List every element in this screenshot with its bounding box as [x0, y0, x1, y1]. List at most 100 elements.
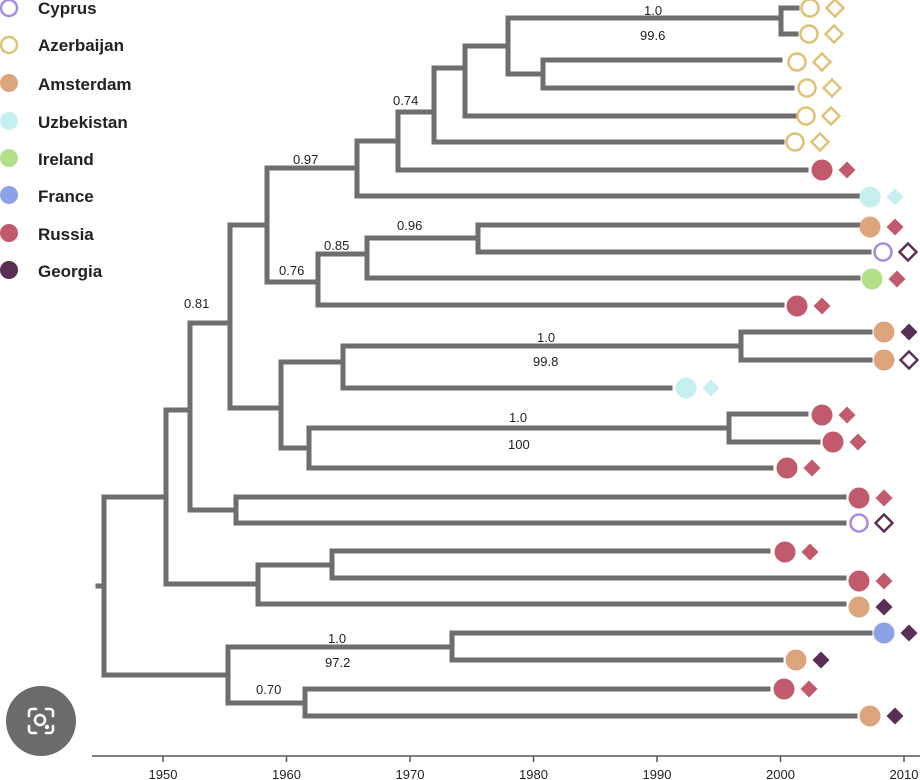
- axis-tick-label: 1970: [396, 767, 425, 780]
- tip-11: [861, 268, 906, 290]
- tip-diamond-russia: [849, 433, 867, 451]
- tip-circle-russia: [848, 487, 870, 509]
- branch-node-g: [431, 65, 785, 145]
- tip-diamond-azerbaijan: [823, 23, 845, 45]
- branch-node-c: [227, 222, 284, 411]
- branch-node-t: [233, 494, 847, 526]
- branch-node-x: [449, 630, 873, 663]
- branch-node-h: [462, 43, 797, 119]
- legend-label-azerbaijan: Azerbaijan: [38, 36, 124, 55]
- tip-diamond-azerbaijan: [820, 105, 842, 127]
- branch-node-v: [329, 548, 847, 581]
- branch-node-l: [315, 251, 785, 308]
- axis-tick-label: 1950: [149, 767, 178, 780]
- legend-marker-azerbaijan: [0, 35, 19, 55]
- tip-circle-azerbaijan: [787, 52, 807, 72]
- tip-circle-cyprus: [873, 242, 893, 262]
- tip-diamond-russia: [800, 680, 818, 698]
- tip-circle-france: [873, 622, 895, 644]
- support-label: 1.0: [509, 410, 527, 425]
- tip-19: [848, 487, 893, 509]
- tip-25: [785, 649, 830, 671]
- tip-circle-russia: [774, 541, 796, 563]
- support-label: 0.70: [256, 682, 281, 697]
- axis-tick-label: 1980: [519, 767, 548, 780]
- support-label: 1.0: [644, 3, 662, 18]
- lens-button[interactable]: [6, 686, 76, 756]
- tip-circle-amsterdam: [848, 596, 870, 618]
- tip-16: [811, 404, 856, 426]
- tip-diamond-georgia: [900, 323, 918, 341]
- support-label: 99.6: [640, 28, 665, 43]
- tip-circle-russia: [776, 457, 798, 479]
- tip-20: [849, 512, 895, 534]
- tip-diamond-uzbekistan: [886, 188, 904, 206]
- tip-diamond-georgia: [897, 241, 919, 263]
- branch-node-y: [302, 686, 858, 719]
- branch-node-a: [163, 407, 261, 587]
- branch-node-u: [255, 562, 847, 607]
- tip-diamond-azerbaijan: [809, 131, 831, 153]
- tip-24: [873, 622, 918, 644]
- tip-8: [859, 186, 904, 208]
- tip-12: [786, 295, 831, 317]
- lens-icon: [27, 707, 55, 735]
- tip-circle-russia: [811, 159, 833, 181]
- legend: Cyprus Azerbaijan Amsterdam Uzbekistan I…: [0, 0, 132, 281]
- support-values: 1.0 99.6 0.74 0.97 0.96 0.85 0.76 0.81 1…: [184, 3, 665, 697]
- legend-marker-georgia: [0, 261, 18, 279]
- tip-circle-ireland: [861, 268, 883, 290]
- legend-marker-cyprus: [0, 0, 19, 18]
- branch-node-p: [340, 343, 744, 391]
- tip-diamond-russia: [838, 406, 856, 424]
- legend-marker-uzbekistan: [0, 112, 18, 130]
- legend-label-cyprus: Cyprus: [38, 0, 97, 18]
- tip-diamond-georgia: [873, 512, 895, 534]
- axis-tick-label: 1960: [272, 767, 301, 780]
- branch-node-j: [778, 5, 800, 37]
- tip-17: [822, 431, 867, 453]
- branch-node-root: [101, 494, 231, 678]
- branch-node-w: [225, 644, 455, 706]
- tip-circle-amsterdam: [873, 349, 895, 371]
- tip-6: [785, 131, 831, 153]
- tip-1: [800, 0, 846, 19]
- tip-circle-cyprus: [849, 513, 869, 533]
- tip-circle-amsterdam: [873, 321, 895, 343]
- tip-circle-russia: [811, 404, 833, 426]
- branch-node-r: [306, 425, 774, 471]
- branch-node-f: [395, 109, 809, 173]
- legend-label-russia: Russia: [38, 225, 94, 244]
- branch-node-m: [364, 235, 861, 281]
- tip-3: [787, 51, 833, 73]
- support-label: 0.74: [393, 93, 418, 108]
- tip-circle-azerbaijan: [785, 132, 805, 152]
- legend-label-uzbekistan: Uzbekistan: [38, 113, 128, 132]
- tip-diamond-georgia: [886, 707, 904, 725]
- legend-marker-amsterdam: [0, 74, 18, 92]
- tip-5: [796, 105, 842, 127]
- tip-circle-amsterdam: [785, 649, 807, 671]
- tip-markers: [675, 0, 920, 727]
- tip-diamond-azerbaijan: [811, 51, 833, 73]
- tip-diamond-uzbekistan: [702, 379, 720, 397]
- branch-node-n: [475, 222, 872, 255]
- tip-circle-russia: [773, 678, 795, 700]
- branch-node-e: [354, 138, 861, 199]
- time-axis: 1950 1960 1970 1980 1990 2000 2010: [92, 755, 920, 780]
- tip-diamond-azerbaijan: [821, 77, 843, 99]
- tip-26: [773, 678, 818, 700]
- tip-diamond-azerbaijan: [824, 0, 846, 19]
- tip-diamond-russia: [888, 270, 906, 288]
- branch-node-o: [278, 359, 346, 451]
- support-label: 0.85: [324, 238, 349, 253]
- legend-marker-ireland: [0, 149, 18, 167]
- tip-9: [859, 216, 904, 238]
- support-label: 0.97: [293, 152, 318, 167]
- tip-diamond-russia: [875, 572, 893, 590]
- tip-diamond-russia: [803, 459, 821, 477]
- axis-tick-label: 2000: [766, 767, 795, 780]
- support-label: 0.81: [184, 296, 209, 311]
- tip-10: [873, 241, 919, 263]
